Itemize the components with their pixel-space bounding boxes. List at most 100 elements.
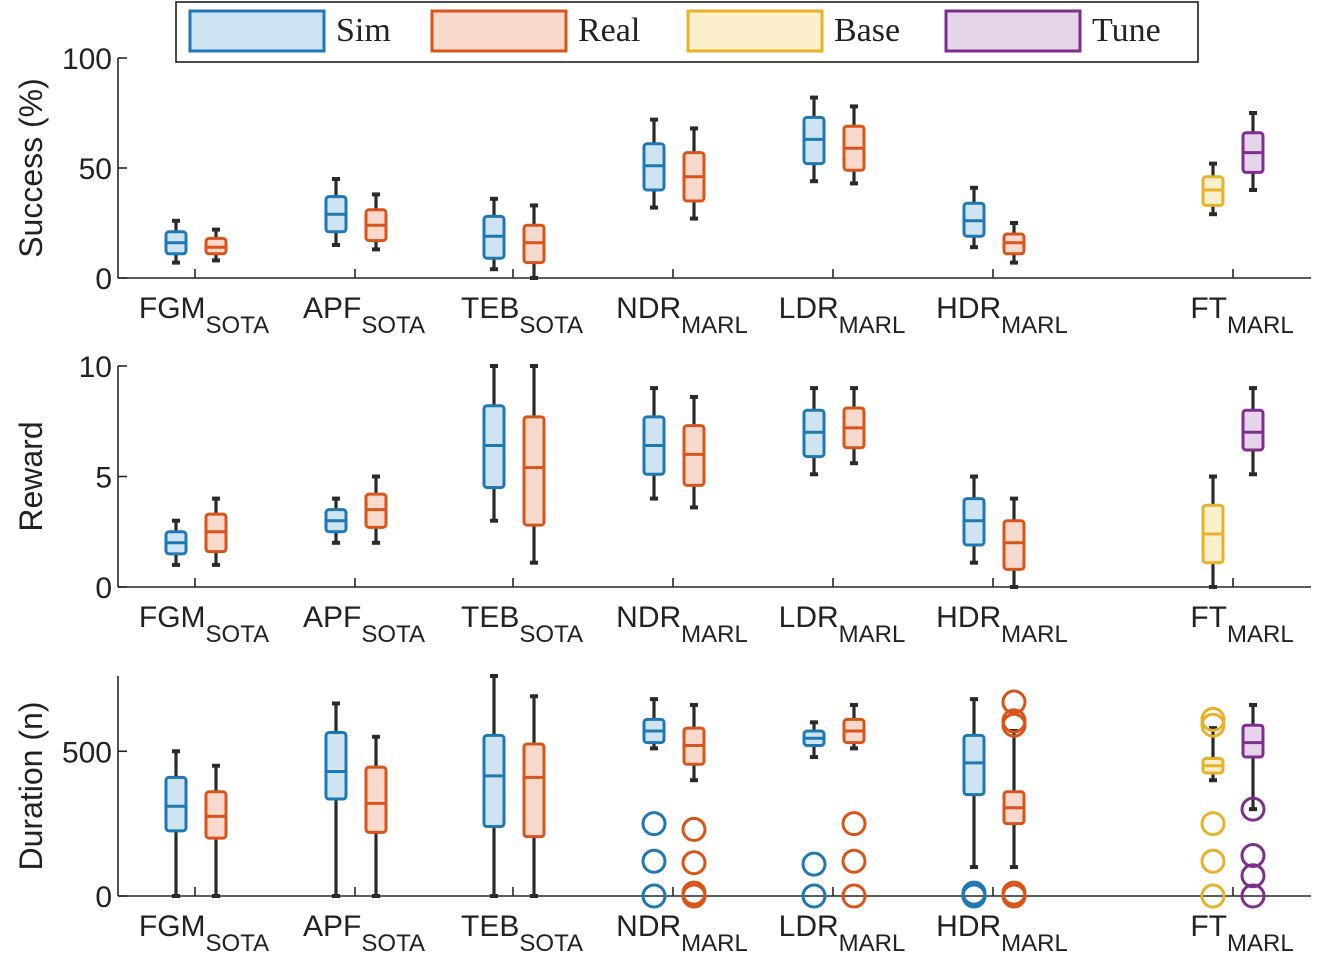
box-base	[1201, 161, 1225, 217]
category-sub: SOTA	[206, 312, 270, 339]
outlier-point	[1001, 712, 1027, 738]
y-axis-label: Duration (n)	[13, 702, 49, 871]
box-sim	[962, 185, 986, 250]
category-main: TEB	[461, 601, 519, 634]
box-real	[842, 104, 866, 186]
box-sim	[642, 386, 666, 501]
category-sub: MARL	[839, 312, 906, 339]
box-sim	[642, 697, 666, 751]
category-label: LDRMARL	[779, 910, 906, 957]
category-sub: MARL	[1001, 621, 1068, 648]
category-label: APFSOTA	[303, 910, 425, 957]
outlier-point	[1240, 842, 1266, 868]
box-body	[522, 415, 546, 527]
outlier-point	[641, 848, 667, 874]
box-base	[1201, 474, 1225, 589]
y-tick-label: 0	[95, 263, 112, 296]
category-sub: SOTA	[361, 930, 425, 957]
outlier-point	[1200, 712, 1226, 738]
category-label: LDRMARL	[779, 601, 906, 648]
box-sim	[802, 95, 826, 184]
box-real	[522, 694, 546, 898]
category-label: NDRMARL	[616, 292, 748, 339]
outlier-point	[681, 883, 707, 909]
category-main: FGM	[139, 601, 206, 634]
box-real	[364, 474, 388, 545]
category-label: HDRMARL	[936, 601, 1068, 648]
box-tune	[1241, 111, 1265, 192]
box-real	[364, 192, 388, 252]
category-sub: MARL	[1227, 621, 1294, 648]
box-body	[522, 742, 546, 839]
outlier-point	[681, 816, 707, 842]
y-tick-label: 0	[95, 881, 112, 914]
box-body	[962, 733, 986, 797]
box-real	[1002, 729, 1026, 870]
box-sim	[324, 496, 348, 545]
y-tick-label: 10	[79, 351, 112, 384]
legend-item-tune: Tune	[944, 9, 1161, 53]
category-label: FTMARL	[1190, 601, 1293, 648]
box-real	[682, 394, 706, 510]
category-sub: SOTA	[361, 312, 425, 339]
category-label: TEBSOTA	[461, 910, 583, 957]
category-label: FTMARL	[1190, 292, 1293, 339]
category-main: HDR	[936, 910, 1001, 943]
box-real	[522, 203, 546, 280]
category-main: FT	[1190, 910, 1227, 943]
outlier-point	[1240, 796, 1266, 822]
box-sim	[482, 674, 506, 898]
box-sim	[482, 364, 506, 523]
box-sim	[324, 701, 348, 898]
box-real	[204, 227, 228, 263]
category-main: FGM	[139, 292, 206, 325]
category-label: APFSOTA	[303, 601, 425, 648]
category-sub: SOTA	[519, 930, 583, 957]
outlier-point	[1200, 848, 1226, 874]
outlier-point	[641, 811, 667, 837]
category-main: FGM	[139, 910, 206, 943]
category-label: FGMSOTA	[139, 292, 269, 339]
box-sim	[164, 218, 188, 265]
outlier-point	[1200, 811, 1226, 837]
outlier-point	[841, 811, 867, 837]
box-sim	[962, 474, 986, 565]
outlier-point	[841, 883, 867, 909]
category-sub: SOTA	[206, 621, 270, 648]
box-body	[1002, 519, 1026, 571]
outlier-point	[1200, 883, 1226, 909]
category-main: NDR	[616, 910, 681, 943]
category-main: FT	[1190, 292, 1227, 325]
category-sub: MARL	[1227, 312, 1294, 339]
box-real	[204, 496, 228, 567]
y-tick-label: 0	[95, 572, 112, 605]
legend: Sim Real Base Tune	[175, 1, 1199, 63]
category-sub: SOTA	[519, 621, 583, 648]
legend-swatch	[188, 9, 326, 53]
box-real	[364, 734, 388, 898]
category-label: FTMARL	[1190, 910, 1293, 957]
legend-swatch	[686, 9, 824, 53]
outlier-point	[681, 850, 707, 876]
box-real	[1002, 496, 1026, 589]
box-sim	[164, 518, 188, 567]
legend-swatch	[944, 9, 1082, 53]
box-body	[482, 733, 506, 829]
box-sim	[164, 749, 188, 898]
outlier-point	[1001, 883, 1027, 909]
category-main: APF	[303, 292, 361, 325]
category-main: NDR	[616, 601, 681, 634]
category-label: HDRMARL	[936, 910, 1068, 957]
category-main: TEB	[461, 292, 519, 325]
legend-label: Sim	[336, 12, 391, 49]
box-sim	[802, 386, 826, 477]
category-label: NDRMARL	[616, 601, 748, 648]
box-real	[682, 126, 706, 221]
box-tune	[1241, 386, 1265, 477]
category-main: FT	[1190, 601, 1227, 634]
outlier-point	[1240, 883, 1266, 909]
box-sim	[324, 177, 348, 247]
